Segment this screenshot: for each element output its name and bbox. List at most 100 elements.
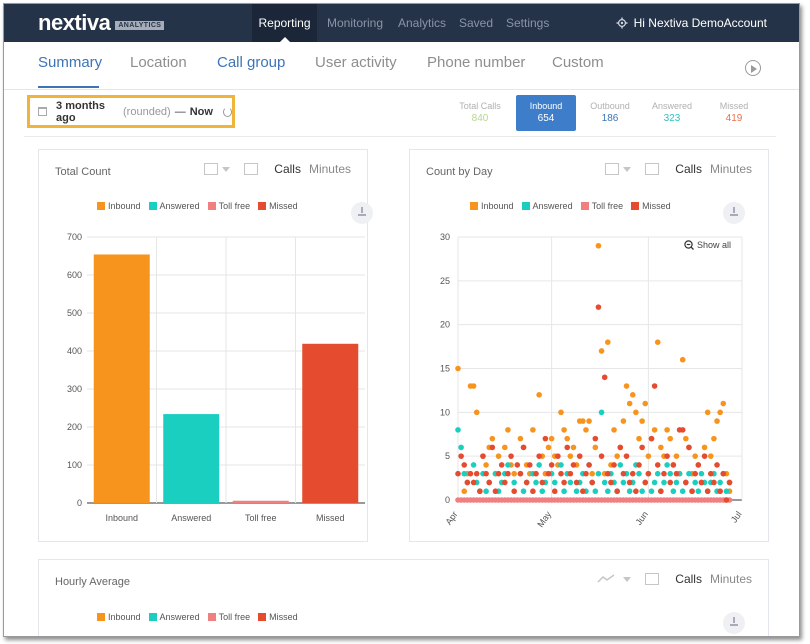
legend-item-toll-free[interactable]: Toll free — [580, 201, 623, 211]
chevron-down-icon[interactable] — [623, 166, 632, 172]
data-point — [626, 488, 633, 495]
legend-item-inbound[interactable]: Inbound — [97, 612, 141, 622]
legend-item-answered[interactable]: Answered — [148, 201, 200, 211]
data-point — [542, 435, 549, 442]
toggle-calls[interactable]: Calls — [675, 162, 702, 176]
legend-item-toll-free[interactable]: Toll free — [207, 612, 250, 622]
chevron-down-icon[interactable] — [222, 166, 231, 172]
data-point — [717, 409, 723, 416]
toggle-calls[interactable]: Calls — [274, 162, 301, 176]
calendar-icon — [38, 107, 48, 116]
stat-total-calls[interactable]: Total Calls 840 — [450, 95, 510, 131]
data-point — [461, 462, 468, 468]
expand-icon[interactable] — [645, 573, 660, 585]
legend-swatch — [97, 613, 105, 621]
data-point — [530, 488, 536, 495]
tab-user-activity[interactable]: User activity — [315, 54, 397, 71]
data-point — [473, 470, 480, 477]
toggle-minutes[interactable]: Minutes — [308, 162, 351, 176]
data-point — [601, 374, 608, 381]
legend-item-inbound[interactable]: Inbound — [97, 201, 141, 211]
legend-item-answered[interactable]: Answered — [148, 612, 200, 622]
nav-analytics[interactable]: Analytics — [398, 16, 447, 30]
data-point — [670, 488, 677, 495]
data-point — [592, 444, 599, 451]
legend-item-answered[interactable]: Answered — [521, 201, 573, 211]
x-tick-label: Answered — [171, 513, 211, 523]
line-chart-type-icon[interactable] — [597, 574, 615, 584]
data-point — [717, 488, 723, 495]
nextiva-logo[interactable]: nextiva ANALYTICS — [38, 10, 165, 35]
bar — [93, 254, 150, 503]
legend-label: Inbound — [481, 201, 514, 211]
data-point — [648, 435, 655, 442]
data-point — [545, 470, 552, 477]
data-point — [714, 462, 720, 468]
stat-missed[interactable]: Missed 419 — [704, 95, 764, 131]
toggle-minutes[interactable]: Minutes — [709, 162, 752, 176]
toggle-calls[interactable]: Calls — [675, 572, 702, 586]
panel-title: Hourly Average — [55, 576, 131, 588]
x-tick-label: Jun — [633, 509, 650, 527]
refresh-icon[interactable] — [222, 106, 232, 117]
data-point — [686, 470, 692, 477]
scatter-chart-type-icon[interactable] — [605, 163, 620, 175]
nav-monitoring[interactable]: Monitoring — [327, 16, 384, 30]
date-range-separator: — — [174, 105, 186, 118]
stat-answered[interactable]: Answered 323 — [642, 95, 702, 131]
data-point — [570, 462, 577, 468]
legend-item-missed[interactable]: Missed — [258, 612, 298, 622]
tab-location[interactable]: Location — [130, 54, 187, 71]
download-icon[interactable] — [723, 612, 745, 634]
data-point — [623, 383, 630, 389]
data-point — [517, 435, 524, 442]
data-point — [645, 453, 652, 459]
data-point — [620, 470, 627, 477]
date-range-end: Now — [189, 105, 213, 118]
data-point — [667, 470, 674, 477]
stat-value: 840 — [471, 113, 489, 124]
data-point — [520, 444, 527, 451]
data-point — [692, 470, 698, 477]
show-all-button[interactable]: Show all — [684, 240, 731, 250]
tab-summary[interactable]: Summary — [38, 54, 102, 88]
legend-item-missed[interactable]: Missed — [631, 201, 671, 211]
data-point — [530, 427, 536, 433]
y-tick-label: 25 — [440, 276, 450, 286]
data-point — [473, 409, 480, 416]
date-range-picker[interactable]: 3 months ago (rounded) — Now — [27, 95, 235, 128]
download-icon[interactable] — [351, 202, 373, 224]
toggle-minutes[interactable]: Minutes — [709, 572, 752, 586]
nav-settings[interactable]: Settings — [506, 16, 550, 30]
legend-item-toll-free[interactable]: Toll free — [207, 201, 250, 211]
expand-icon[interactable] — [645, 163, 660, 175]
data-point — [533, 479, 539, 486]
tab-phone-number[interactable]: Phone number — [427, 54, 526, 71]
nav-reporting[interactable]: Reporting — [252, 4, 317, 42]
stat-inbound[interactable]: Inbound 654 — [516, 95, 576, 131]
expand-icon[interactable] — [244, 163, 259, 175]
y-tick-label: 0 — [77, 498, 82, 508]
legend-swatch — [470, 202, 478, 210]
data-point — [458, 453, 464, 459]
tab-custom[interactable]: Custom — [552, 54, 604, 71]
download-icon[interactable] — [723, 202, 745, 224]
data-point — [704, 409, 711, 416]
account-label: Hi Nextiva DemoAccount — [633, 16, 767, 30]
data-point — [639, 418, 645, 424]
stat-outbound[interactable]: Outbound 186 — [580, 95, 640, 131]
y-tick-label: 0 — [445, 495, 450, 505]
nav-saved[interactable]: Saved — [459, 16, 494, 30]
chevron-down-icon[interactable] — [623, 576, 632, 582]
bar-chart-type-icon[interactable] — [204, 163, 219, 175]
data-point — [483, 462, 489, 468]
data-point — [633, 488, 639, 495]
account-menu[interactable]: Hi Nextiva DemoAccount — [616, 4, 767, 42]
legend-item-missed[interactable]: Missed — [258, 201, 298, 211]
data-point — [711, 479, 717, 486]
play-icon[interactable] — [745, 60, 761, 76]
data-point — [502, 479, 508, 486]
data-point — [623, 453, 630, 459]
tab-call-group[interactable]: Call group — [217, 54, 286, 71]
legend-item-inbound[interactable]: Inbound — [470, 201, 514, 211]
